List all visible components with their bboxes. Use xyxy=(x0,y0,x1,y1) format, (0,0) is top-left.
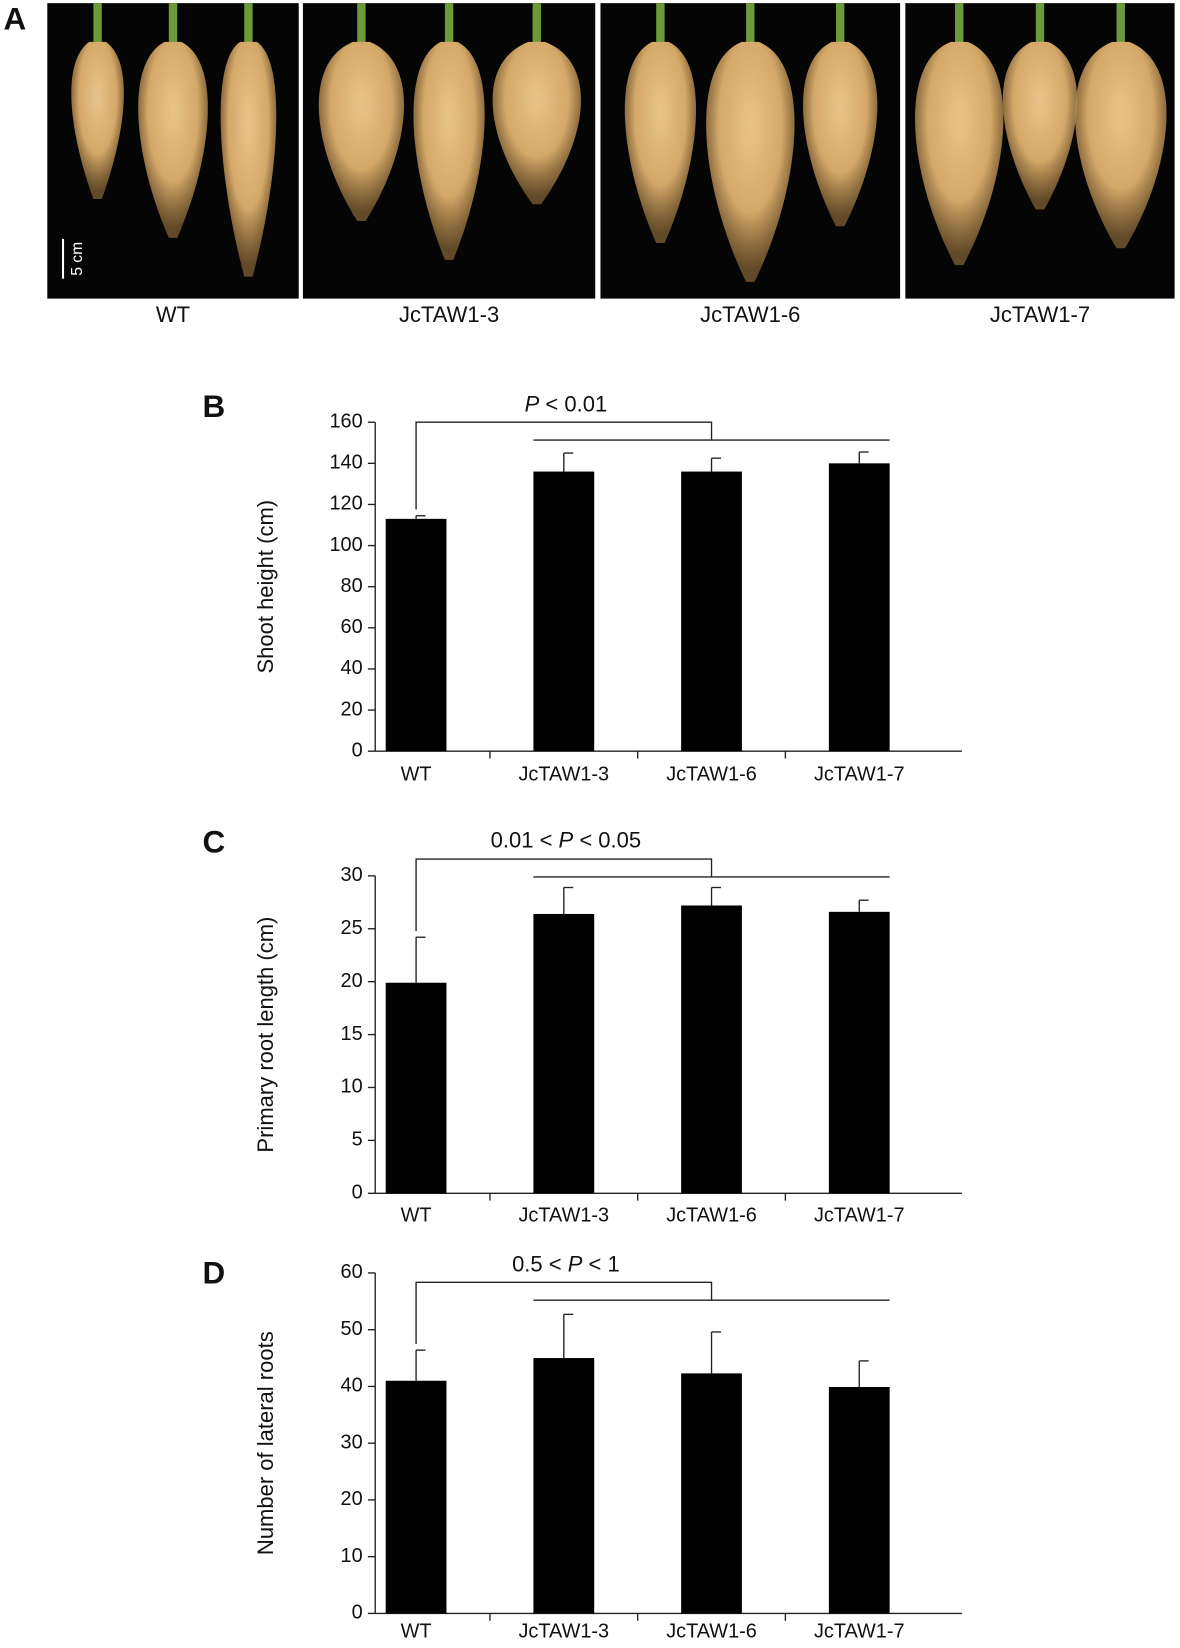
y-tick-label: 30 xyxy=(341,1431,363,1453)
root xyxy=(492,41,581,205)
root xyxy=(71,41,124,200)
stem xyxy=(1116,3,1125,46)
x-tick-label: WT xyxy=(401,1205,432,1227)
y-tick-label: 10 xyxy=(341,1545,363,1567)
y-tick-label: 0 xyxy=(352,1182,363,1204)
y-tick-label: 80 xyxy=(341,575,363,597)
y-tick-label: 5 xyxy=(352,1129,363,1151)
stem xyxy=(168,3,178,46)
stem xyxy=(746,3,755,46)
x-tick-label: JcTAW1-3 xyxy=(518,1621,609,1643)
bar xyxy=(828,463,890,752)
root xyxy=(1002,41,1078,210)
photo-label: JcTAW1-3 xyxy=(399,302,499,327)
panel-label: B xyxy=(203,389,226,424)
bar xyxy=(681,1373,742,1614)
root xyxy=(138,41,208,238)
y-tick-label: 0 xyxy=(352,1602,363,1624)
y-tick-label: 60 xyxy=(341,616,363,638)
y-tick-label: 40 xyxy=(341,657,363,679)
bar xyxy=(828,1386,890,1614)
photo-label: JcTAW1-6 xyxy=(700,302,800,327)
stem xyxy=(93,3,102,46)
bar xyxy=(681,471,742,752)
y-tick-label: 100 xyxy=(329,534,362,556)
y-axis-label: Shoot height (cm) xyxy=(253,500,278,674)
y-tick-label: 30 xyxy=(341,864,363,886)
stem xyxy=(955,3,964,46)
stem xyxy=(1035,3,1045,46)
x-tick-label: JcTAW1-7 xyxy=(814,1621,905,1643)
bar xyxy=(385,1380,447,1614)
y-axis-label: Primary root length (cm) xyxy=(253,917,278,1153)
root xyxy=(624,41,697,244)
root xyxy=(1074,41,1167,249)
x-tick-label: JcTAW1-7 xyxy=(814,764,905,786)
y-tick-label: 140 xyxy=(329,452,362,474)
y-tick-label: 20 xyxy=(341,970,363,992)
x-tick-label: JcTAW1-6 xyxy=(666,1621,757,1643)
stem xyxy=(656,3,665,46)
x-tick-label: JcTAW1-7 xyxy=(814,1205,905,1227)
x-tick-label: WT xyxy=(401,1621,432,1643)
panel-label: D xyxy=(203,1255,226,1290)
y-tick-label: 20 xyxy=(341,698,363,720)
y-tick-label: 15 xyxy=(341,1023,363,1045)
x-tick-label: WT xyxy=(401,764,432,786)
stem xyxy=(357,3,366,46)
y-tick-label: 160 xyxy=(329,410,362,432)
root xyxy=(803,41,878,227)
root xyxy=(318,41,405,222)
x-tick-label: JcTAW1-3 xyxy=(518,1205,609,1227)
significance-bracket xyxy=(415,421,890,510)
panel-label: A xyxy=(3,1,26,36)
x-tick-label: JcTAW1-3 xyxy=(518,764,609,786)
stem xyxy=(532,3,541,46)
bar xyxy=(385,982,447,1194)
y-tick-label: 25 xyxy=(341,917,363,939)
y-tick-label: 10 xyxy=(341,1076,363,1098)
root xyxy=(706,41,795,282)
scale-bar-label: 5 cm xyxy=(69,242,86,276)
y-tick-label: 40 xyxy=(341,1375,363,1397)
photo-label: JcTAW1-7 xyxy=(990,302,1090,327)
bar xyxy=(828,911,890,1194)
bar xyxy=(533,913,595,1194)
panel-label: C xyxy=(203,825,226,860)
significance-bracket xyxy=(415,1281,890,1344)
stem xyxy=(444,3,454,46)
x-tick-label: JcTAW1-6 xyxy=(666,764,757,786)
photo-label: WT xyxy=(156,302,190,327)
photo-row xyxy=(47,3,1175,299)
stem xyxy=(835,3,845,46)
y-tick-label: 120 xyxy=(329,493,362,515)
y-tick-label: 0 xyxy=(352,739,363,761)
stem xyxy=(244,3,253,46)
y-axis-label: Number of lateral roots xyxy=(253,1331,278,1555)
bar xyxy=(533,1358,595,1614)
y-tick-label: 60 xyxy=(341,1261,363,1283)
y-tick-label: 50 xyxy=(341,1318,363,1340)
y-tick-label: 20 xyxy=(341,1488,363,1510)
significance-bracket xyxy=(415,858,890,931)
root xyxy=(220,41,277,277)
bar xyxy=(385,518,447,752)
annotation: 0.01 < P < 0.05 xyxy=(491,827,641,852)
annotation: P < 0.01 xyxy=(525,391,608,416)
root xyxy=(915,41,1004,266)
root xyxy=(413,41,485,260)
bar xyxy=(533,471,595,752)
annotation: 0.5 < P < 1 xyxy=(512,1251,620,1276)
x-tick-label: JcTAW1-6 xyxy=(666,1205,757,1227)
bar xyxy=(681,905,742,1194)
